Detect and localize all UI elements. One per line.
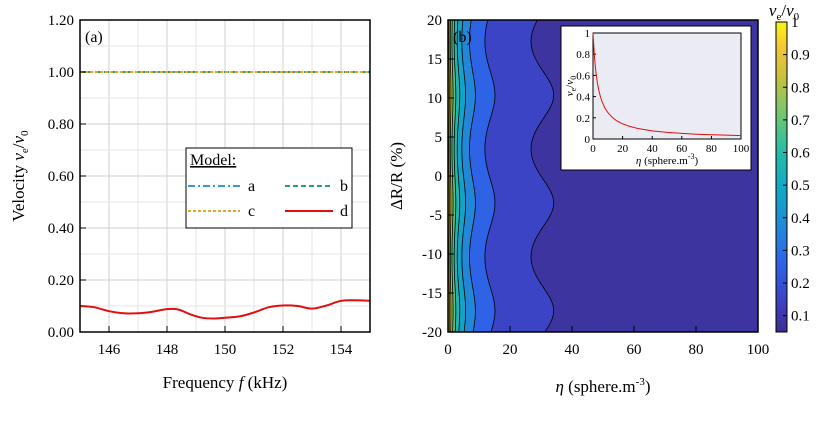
inset-xtick-label: 40	[647, 143, 659, 155]
panel-a-xlabel: Frequency f (kHz)	[163, 373, 288, 392]
panel-a-ytick-label: 0.00	[48, 325, 74, 341]
panel-a-ytick-label: 1.20	[48, 13, 74, 29]
panel-b-xlabel: η (sphere.m-3)	[555, 376, 650, 396]
colorbar-tick-label: 0.9	[791, 48, 810, 64]
inset-ytick-label: 0.4	[576, 92, 590, 104]
panel-a-ytick-label: 1.00	[48, 65, 74, 81]
panel-a-xtick-label: 154	[330, 342, 353, 358]
inset-xtick-label: 0	[590, 143, 596, 155]
panel-b-ytick-label: 10	[427, 91, 442, 107]
inset-xtick-label: 60	[676, 143, 688, 155]
legend-title: Model:	[190, 152, 236, 169]
panel-b-ytick-label: 15	[427, 52, 442, 68]
panel-a-legend: Model: a b c d	[186, 148, 352, 228]
inset-xtick-label: 100	[733, 143, 750, 155]
panel-a-ytick-label: 0.80	[48, 117, 74, 133]
colorbar-tick-label: 0.2	[791, 276, 810, 292]
inset-xtick-label: 80	[706, 143, 718, 155]
panel-b-tag: (b)	[453, 29, 472, 46]
panel-b-xtick-label: 80	[689, 342, 704, 358]
panel-a-ytick-label: 0.20	[48, 273, 74, 289]
colorbar-gradient	[776, 22, 787, 332]
panel-b-ytick-label: 20	[427, 13, 442, 29]
colorbar: 0.10.20.30.40.50.60.70.80.91 ve/v0	[769, 1, 810, 332]
panel-a-ytick-label: 0.40	[48, 221, 74, 237]
legend-label-b: b	[340, 178, 348, 195]
panel-b-xtick-label: 20	[503, 342, 518, 358]
inset-ytick-label: 0.8	[576, 49, 590, 61]
inset-ytick-label: 0.2	[576, 113, 590, 125]
colorbar-tick-label: 0.8	[791, 80, 810, 96]
panel-b-xtick-label: 40	[565, 342, 580, 358]
inset-plot-area	[593, 33, 741, 139]
colorbar-title: ve/v0	[769, 1, 800, 23]
panel-b-ytick-label: -10	[422, 247, 442, 263]
legend-label-c: c	[248, 203, 255, 220]
panel-a-xtick-label: 148	[156, 342, 179, 358]
panel-b-ytick-label: 5	[435, 130, 443, 146]
panel-a-tag: (a)	[85, 29, 103, 46]
panel-b-ytick-label: -15	[422, 286, 442, 302]
panel-b-xtick-label: 60	[627, 342, 642, 358]
panel-b-ytick-label: -20	[422, 325, 442, 341]
panel-b-xtick-label: 0	[444, 342, 452, 358]
colorbar-tick-label: 0.7	[791, 113, 810, 129]
panel-a-xtick-label: 150	[214, 342, 237, 358]
inset-ytick-label: 0	[585, 134, 591, 146]
inset-ytick-label: 1	[585, 28, 591, 40]
colorbar-tick-label: 0.1	[791, 309, 810, 325]
colorbar-tick-label: 0.5	[791, 178, 810, 194]
panel-b-xtick-label: 100	[747, 342, 770, 358]
legend-label-a: a	[248, 178, 255, 195]
legend-label-d: d	[340, 203, 348, 220]
inset-ytick-label: 0.6	[576, 70, 590, 82]
colorbar-tick-label: 0.6	[791, 146, 810, 162]
inset-xtick-label: 20	[617, 143, 629, 155]
panel-a-xtick-label: 146	[98, 342, 121, 358]
panel-a: 146 148 150 152 154 0.00 0.20 0.40 0.60 0.80 1.00 1…	[9, 13, 370, 392]
colorbar-tick-label: 0.4	[791, 211, 810, 227]
colorbar-tick-label: 0.3	[791, 243, 810, 259]
panel-b-ytick-label: -5	[430, 208, 443, 224]
panel-b-ytick-label: 0	[435, 169, 443, 185]
panel-a-ytick-label: 0.60	[48, 169, 74, 185]
panel-a-xtick-label: 152	[272, 342, 295, 358]
panel-a-ylabel: Velocity ve/v0	[9, 130, 31, 222]
panel-b-ylabel: ΔR/R (%)	[387, 142, 406, 210]
